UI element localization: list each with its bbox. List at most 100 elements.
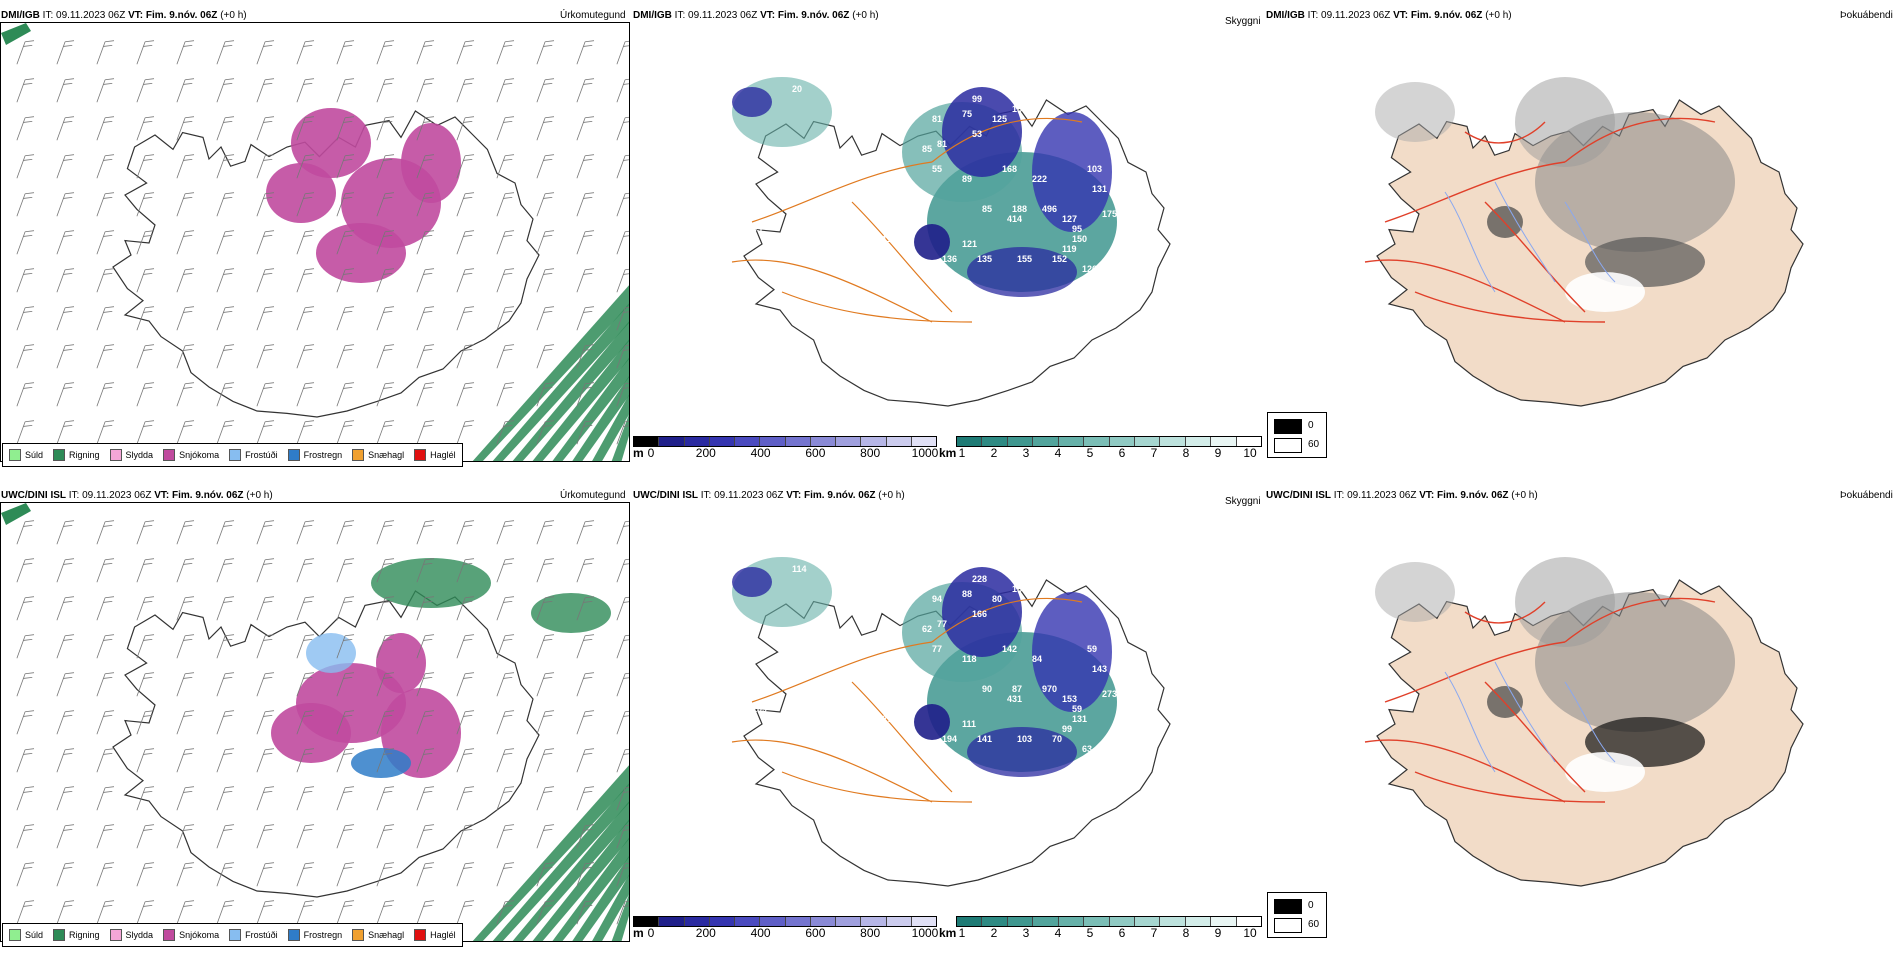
wind-barb — [376, 154, 395, 179]
wind-barb — [56, 824, 75, 849]
wind-barb — [56, 420, 75, 445]
visibility-value: 136 — [942, 254, 957, 264]
colorbar-tick: 10 — [1243, 926, 1257, 940]
visibility-value: 11 — [812, 214, 822, 224]
wind-barb — [296, 900, 315, 925]
wind-barb — [616, 116, 629, 141]
legend-label: Snæhagl — [368, 930, 405, 940]
wind-barb — [296, 344, 315, 369]
wind-barb — [376, 78, 395, 103]
wind-barb — [96, 520, 115, 545]
wind-barb — [576, 40, 595, 65]
visibility-value: 99 — [972, 94, 982, 104]
wind-barb — [136, 116, 155, 141]
wind-barb — [456, 40, 475, 65]
wind-barb — [176, 40, 195, 65]
row1-vis-title: Skyggni — [1225, 16, 1261, 27]
visibility-value: 194 — [942, 734, 957, 744]
wind-barb — [576, 230, 595, 255]
road-line — [731, 739, 933, 803]
wind-barb — [496, 900, 515, 925]
wind-barb — [416, 78, 435, 103]
wind-barb — [16, 710, 35, 735]
colorbar-tick: 1000 — [911, 446, 939, 460]
rain-patch — [1, 23, 31, 45]
row1-visibility-map: 92 120 20 81 99 124 181 183 75 125 53 85 81 55 89 168 22… — [692, 69, 1171, 407]
high-terrain-area — [732, 567, 772, 597]
wind-barb — [576, 672, 595, 697]
wind-barb — [256, 900, 275, 925]
legend-swatch — [414, 449, 427, 461]
colorbar-tick: 600 — [805, 926, 826, 940]
wind-barb — [616, 824, 629, 849]
wind-barb — [336, 116, 355, 141]
rain-band — [552, 357, 629, 461]
wind-barb — [616, 230, 629, 255]
row1-precip-legend: Súld Rigning Slydda Snjókoma Frostúði Frostre… — [2, 443, 463, 467]
row2-fog-panel: UWC/DINI ISL IT: 09.11.2023 06Z VT: Fim.… — [1265, 480, 1895, 955]
wind-barb — [416, 344, 435, 369]
row1-km-unit: km — [939, 446, 957, 460]
wind-barb — [56, 634, 75, 659]
wind-barb — [376, 230, 395, 255]
wind-barb — [416, 520, 435, 545]
visibility-value: 108 — [712, 714, 727, 724]
wind-barb — [256, 78, 275, 103]
colorbar-segment — [1236, 917, 1262, 926]
wind-barb — [216, 786, 235, 811]
high-terrain-area — [967, 727, 1077, 777]
high-terrain-area — [732, 87, 772, 117]
wind-barb — [456, 344, 475, 369]
wind-barb — [216, 230, 235, 255]
wind-barb — [176, 710, 195, 735]
legend-swatch — [163, 449, 176, 461]
wind-barb — [456, 268, 475, 293]
colorbar-segment — [1236, 437, 1262, 446]
wind-barb — [456, 634, 475, 659]
colorbar-tick: 4 — [1054, 926, 1062, 940]
wind-barb — [536, 268, 555, 293]
wind-barb — [216, 344, 235, 369]
wind-barb — [496, 192, 515, 217]
wind-barb — [296, 78, 315, 103]
wind-barb — [376, 420, 395, 445]
wind-barb — [376, 748, 395, 773]
wind-barb — [416, 634, 435, 659]
wind-barb — [616, 672, 629, 697]
wind-barb — [16, 862, 35, 887]
colorbar-segment — [760, 917, 786, 926]
wind-barb — [216, 420, 235, 445]
visibility-value: 68 — [1092, 754, 1102, 764]
visibility-value: 85 — [922, 144, 932, 154]
rain-band — [572, 376, 629, 461]
colorbar-segment — [709, 437, 735, 446]
wind-barb — [176, 268, 195, 293]
wind-barb — [96, 116, 115, 141]
colorbar-segment — [911, 917, 936, 926]
legend-item-frostúði: Frostúði — [229, 449, 278, 461]
wind-barb — [376, 268, 395, 293]
wind-barb — [216, 710, 235, 735]
wind-barb — [336, 520, 355, 545]
wind-barb — [336, 268, 355, 293]
wind-barb — [576, 382, 595, 407]
wind-barb — [336, 420, 355, 445]
wind-barb — [176, 306, 195, 331]
row2-fog-title: Þokuábendi — [1840, 490, 1893, 501]
high-terrain-area — [967, 247, 1077, 297]
wind-barb — [216, 154, 235, 179]
wind-barb — [496, 306, 515, 331]
road-line — [1384, 161, 1566, 223]
fog-index-area — [1375, 82, 1455, 142]
colorbar-segment — [709, 917, 735, 926]
colorbar-segment — [1109, 917, 1135, 926]
visibility-value: 88 — [962, 589, 972, 599]
wind-barb — [576, 558, 595, 583]
wind-barb — [56, 344, 75, 369]
wind-barb — [96, 862, 115, 887]
colorbar-segment — [810, 917, 836, 926]
colorbar-tick: 1 — [958, 926, 966, 940]
visibility-value: 189 — [1012, 584, 1027, 594]
road-line — [1464, 121, 1546, 144]
colorbar-segment — [836, 917, 862, 926]
